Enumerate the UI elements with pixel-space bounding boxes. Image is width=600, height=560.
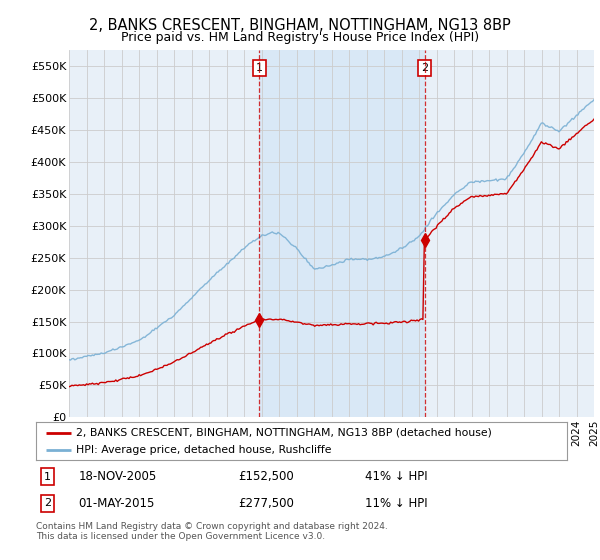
Text: 1: 1	[256, 63, 263, 73]
Text: 41% ↓ HPI: 41% ↓ HPI	[365, 470, 428, 483]
Text: 11% ↓ HPI: 11% ↓ HPI	[365, 497, 428, 510]
Text: 2: 2	[44, 498, 51, 508]
Text: Contains HM Land Registry data © Crown copyright and database right 2024.
This d: Contains HM Land Registry data © Crown c…	[36, 522, 388, 542]
Text: £152,500: £152,500	[238, 470, 293, 483]
Text: £277,500: £277,500	[238, 497, 293, 510]
Text: 2, BANKS CRESCENT, BINGHAM, NOTTINGHAM, NG13 8BP (detached house): 2, BANKS CRESCENT, BINGHAM, NOTTINGHAM, …	[76, 427, 492, 437]
Text: 2, BANKS CRESCENT, BINGHAM, NOTTINGHAM, NG13 8BP: 2, BANKS CRESCENT, BINGHAM, NOTTINGHAM, …	[89, 18, 511, 33]
Text: 01-MAY-2015: 01-MAY-2015	[79, 497, 155, 510]
Bar	[259, 50, 425, 417]
Text: 2: 2	[421, 63, 428, 73]
Text: Price paid vs. HM Land Registry's House Price Index (HPI): Price paid vs. HM Land Registry's House …	[121, 31, 479, 44]
Text: 18-NOV-2005: 18-NOV-2005	[79, 470, 157, 483]
Text: HPI: Average price, detached house, Rushcliffe: HPI: Average price, detached house, Rush…	[76, 445, 331, 455]
Text: 1: 1	[44, 472, 51, 482]
